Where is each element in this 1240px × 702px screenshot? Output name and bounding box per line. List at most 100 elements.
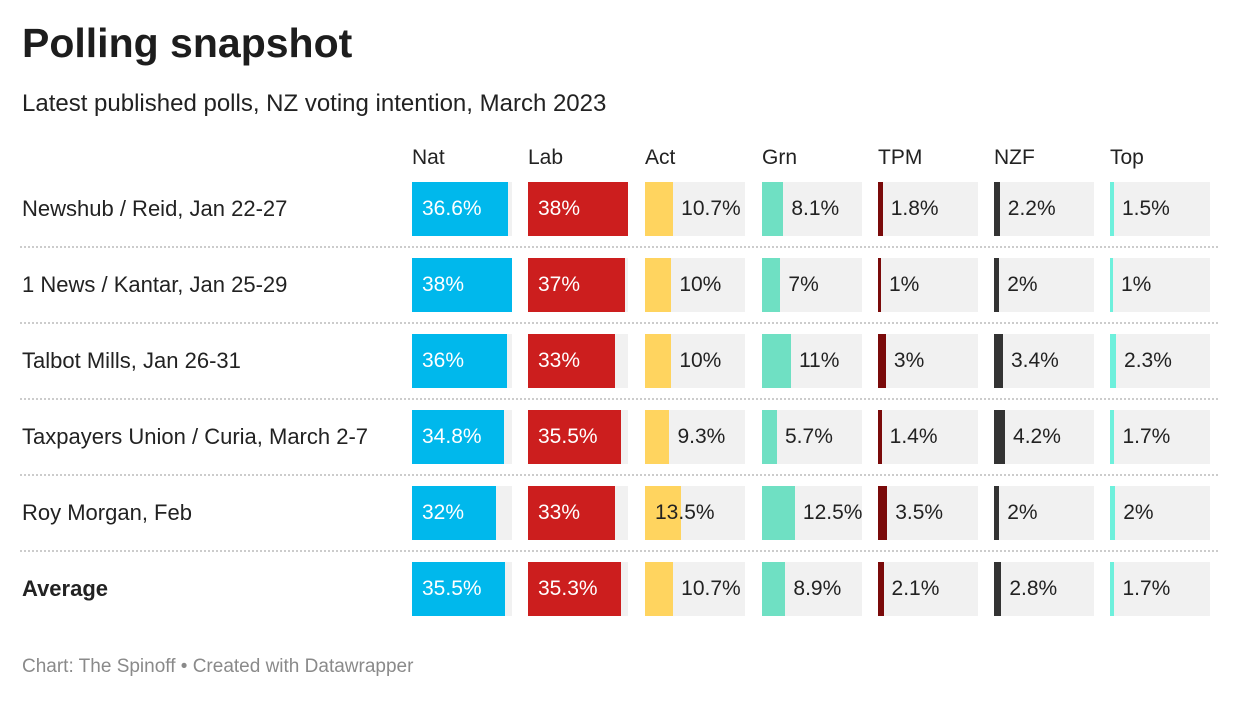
value-label: 1% bbox=[889, 273, 920, 296]
cell-tpm: 3.5% bbox=[878, 486, 978, 540]
value-label: 33% bbox=[538, 501, 581, 524]
bar-nat bbox=[412, 410, 504, 464]
bar-grn bbox=[762, 334, 791, 388]
bar-tpm bbox=[878, 562, 884, 616]
cell-top: 1% bbox=[1110, 258, 1210, 312]
value-label: 9.3% bbox=[677, 425, 726, 448]
cell-lab: 37% bbox=[528, 258, 628, 312]
bar-lab bbox=[528, 182, 628, 236]
bar-lab bbox=[528, 486, 615, 540]
cell-top: 1.5% bbox=[1110, 182, 1210, 236]
row-label: Talbot Mills, Jan 26-31 bbox=[22, 348, 241, 373]
bar-top bbox=[1110, 486, 1116, 540]
bar-lab bbox=[528, 562, 621, 616]
cell-grn: 5.7% bbox=[762, 410, 862, 464]
cell-tpm: 1% bbox=[878, 258, 978, 312]
bar-grn bbox=[762, 410, 777, 464]
bar-nat bbox=[412, 334, 507, 388]
value-label: 35.5% bbox=[538, 425, 598, 448]
row-separator bbox=[20, 322, 1218, 324]
column-header-nat: Nat bbox=[412, 146, 445, 169]
cell-top: 2.3% bbox=[1110, 334, 1210, 388]
bar-tpm bbox=[878, 410, 882, 464]
bar-nzf bbox=[994, 258, 1000, 312]
value-label: 7% bbox=[788, 273, 819, 296]
value-label: 2.1% bbox=[891, 577, 940, 600]
chart-subtitle: Latest published polls, NZ voting intent… bbox=[22, 90, 607, 117]
value-label: 32% bbox=[422, 501, 465, 524]
column-header-top: Top bbox=[1110, 146, 1144, 169]
value-label: 3.4% bbox=[1010, 349, 1059, 372]
row-separator bbox=[20, 550, 1218, 552]
column-header-grn: Grn bbox=[762, 146, 798, 169]
cell-nat: 36.6% bbox=[412, 182, 512, 236]
cell-nzf: 4.2% bbox=[994, 410, 1094, 464]
value-label: 35.3% bbox=[538, 577, 598, 600]
bar-lab bbox=[528, 410, 622, 464]
bar-nat bbox=[412, 182, 509, 236]
cell-act: 10.7% bbox=[645, 562, 745, 616]
value-label: 2% bbox=[1007, 501, 1038, 524]
bar-grn bbox=[762, 486, 795, 540]
row-separator bbox=[20, 398, 1218, 400]
cell-act: 10.7% bbox=[645, 182, 745, 236]
cell-act: 10% bbox=[645, 258, 745, 312]
value-label: 2% bbox=[1007, 273, 1038, 296]
cell-tpm: 1.8% bbox=[878, 182, 978, 236]
cell-grn: 11% bbox=[762, 334, 862, 388]
row-label: Roy Morgan, Feb bbox=[22, 500, 192, 525]
value-label: 33% bbox=[538, 349, 581, 372]
bar-act bbox=[645, 182, 674, 236]
value-label: 38% bbox=[422, 273, 465, 296]
bar-lab bbox=[528, 334, 615, 388]
bar-nzf bbox=[994, 410, 1006, 464]
value-label: 1.4% bbox=[889, 425, 938, 448]
cell-grn: 7% bbox=[762, 258, 862, 312]
value-label: 8.9% bbox=[793, 577, 842, 600]
cell-nzf: 2.8% bbox=[994, 562, 1094, 616]
cell-lab: 35.3% bbox=[528, 562, 628, 616]
value-label: 3.5% bbox=[895, 501, 944, 524]
value-label: 2.3% bbox=[1124, 349, 1172, 372]
cell-tpm: 1.4% bbox=[878, 410, 978, 464]
bar-tpm bbox=[878, 486, 888, 540]
bar-top bbox=[1110, 334, 1117, 388]
bar-top bbox=[1110, 410, 1115, 464]
row-label: Average bbox=[22, 576, 109, 601]
column-header-tpm: TPM bbox=[878, 146, 923, 169]
value-label: 3% bbox=[893, 349, 925, 372]
bar-act bbox=[645, 258, 672, 312]
row-separator bbox=[20, 246, 1218, 248]
value-label: 36% bbox=[422, 349, 465, 372]
row-label: Taxpayers Union / Curia, March 2-7 bbox=[22, 424, 369, 449]
bar-tpm bbox=[878, 182, 883, 236]
cell-lab: 38% bbox=[528, 182, 628, 236]
bar-tpm bbox=[878, 258, 881, 312]
cell-grn: 8.9% bbox=[762, 562, 862, 616]
cell-nat: 38% bbox=[412, 258, 512, 312]
value-label: 2% bbox=[1123, 501, 1154, 524]
cell-top: 1.7% bbox=[1110, 562, 1210, 616]
value-label: 1.7% bbox=[1122, 425, 1171, 448]
bar-act bbox=[645, 562, 674, 616]
cell-nzf: 3.4% bbox=[994, 334, 1094, 388]
bar-grn bbox=[762, 182, 784, 236]
cell-lab: 33% bbox=[528, 486, 628, 540]
value-label: 13.5% bbox=[655, 501, 715, 524]
value-label: 10.7% bbox=[681, 577, 741, 600]
cell-nat: 32% bbox=[412, 486, 512, 540]
bar-nat bbox=[412, 486, 497, 540]
value-label: 34.8% bbox=[422, 425, 482, 448]
value-label: 10% bbox=[679, 349, 722, 372]
bar-nzf bbox=[994, 334, 1003, 388]
value-label: 37% bbox=[538, 273, 581, 296]
column-header-act: Act bbox=[645, 146, 676, 169]
value-label: 8.1% bbox=[791, 197, 840, 220]
value-label: 5.7% bbox=[785, 425, 833, 448]
row-label: 1 News / Kantar, Jan 25-29 bbox=[22, 272, 288, 297]
bar-nzf bbox=[994, 486, 1000, 540]
value-label: 35.5% bbox=[422, 577, 482, 600]
cell-act: 9.3% bbox=[645, 410, 745, 464]
cell-lab: 33% bbox=[528, 334, 628, 388]
value-label: 1.8% bbox=[890, 197, 939, 220]
